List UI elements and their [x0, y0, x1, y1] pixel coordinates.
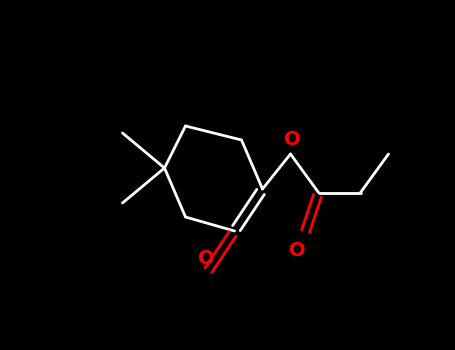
Text: O: O: [198, 249, 215, 268]
Text: O: O: [284, 130, 301, 149]
Text: O: O: [289, 241, 306, 260]
